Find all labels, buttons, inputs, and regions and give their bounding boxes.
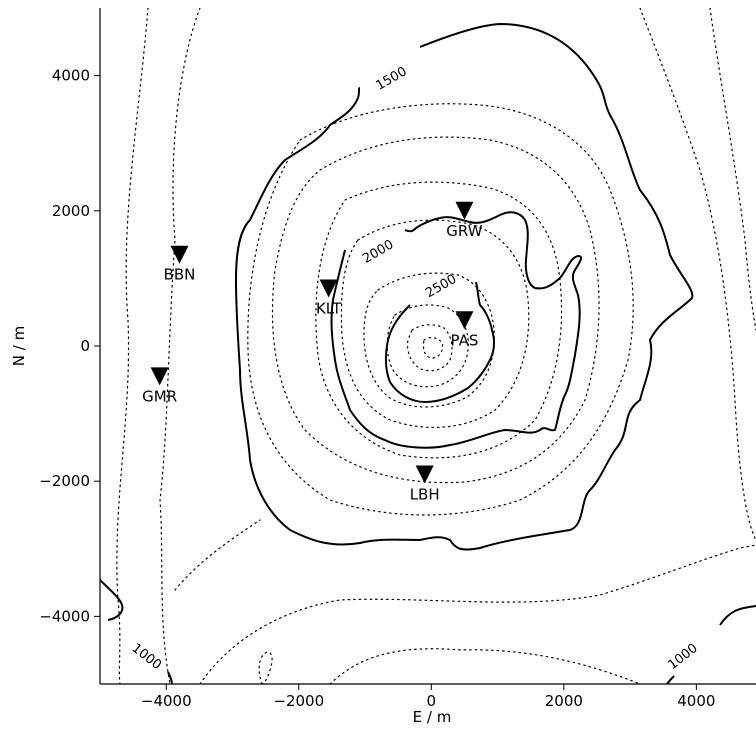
x-tick-label: 0 <box>427 692 437 710</box>
station-label: GMR <box>142 387 177 405</box>
x-tick-label: 2000 <box>545 692 583 710</box>
contour-minor <box>199 544 756 684</box>
stations: GRW BBN KLT PAS GMR LBH <box>142 201 483 503</box>
contour-1000-sw <box>100 579 124 621</box>
station-label: PAS <box>451 331 479 349</box>
contour-labels: 1500 2000 2500 1000 1000 <box>129 64 701 673</box>
station-marker <box>455 201 474 220</box>
contour-minor <box>159 8 201 684</box>
contour-2500 <box>384 281 496 403</box>
contour-1000-bottom-left <box>167 671 173 684</box>
contour-1000-bottom <box>666 675 675 684</box>
x-tick-label: −2000 <box>273 692 324 710</box>
contour-minor <box>422 337 444 359</box>
contour-label: 1000 <box>665 641 700 673</box>
contour-2000 <box>330 211 582 449</box>
y-tick-label: 2000 <box>52 202 90 220</box>
y-tick-label: 0 <box>80 337 90 355</box>
contour-minor <box>340 219 530 428</box>
contour-minor <box>639 8 756 541</box>
x-axis-title: E / m <box>413 708 452 726</box>
contour-1000-se <box>719 605 756 626</box>
x-tick-label: −4000 <box>141 692 192 710</box>
x-tick-label: 4000 <box>677 692 715 710</box>
station-label: KLT <box>316 300 342 318</box>
y-axis-title: N / m <box>10 326 28 366</box>
contour-label: 2500 <box>423 272 459 302</box>
station-marker <box>319 279 338 298</box>
station-marker <box>170 245 189 264</box>
station-label: LBH <box>410 485 440 503</box>
contour-minor <box>174 519 261 591</box>
contour-minor <box>386 304 469 388</box>
contour-label: 2000 <box>360 237 396 267</box>
y-tick-label: −2000 <box>39 472 90 490</box>
x-ticks: −4000 −2000 0 2000 4000 <box>141 684 715 710</box>
contour-minor <box>709 8 756 331</box>
contour-minor <box>329 648 641 684</box>
station-marker <box>150 367 169 386</box>
station-marker <box>415 465 434 484</box>
contour-minor <box>406 324 453 372</box>
contour-minor <box>363 272 495 408</box>
y-tick-label: 4000 <box>52 67 90 85</box>
contour-minor <box>315 181 563 459</box>
contour-label: 1500 <box>373 64 409 94</box>
contour-minor <box>247 103 634 516</box>
station-label: BBN <box>164 266 196 284</box>
y-ticks: −4000 −2000 0 2000 4000 <box>39 67 100 625</box>
contour-1500 <box>235 23 694 551</box>
contour-minor <box>116 8 149 684</box>
station-label: GRW <box>446 222 482 240</box>
station-marker <box>455 311 474 330</box>
y-tick-label: −4000 <box>39 607 90 625</box>
contour-minor <box>258 651 273 684</box>
contour-lines <box>100 8 756 684</box>
axes <box>99 8 756 685</box>
contour-label: 1000 <box>129 641 164 673</box>
